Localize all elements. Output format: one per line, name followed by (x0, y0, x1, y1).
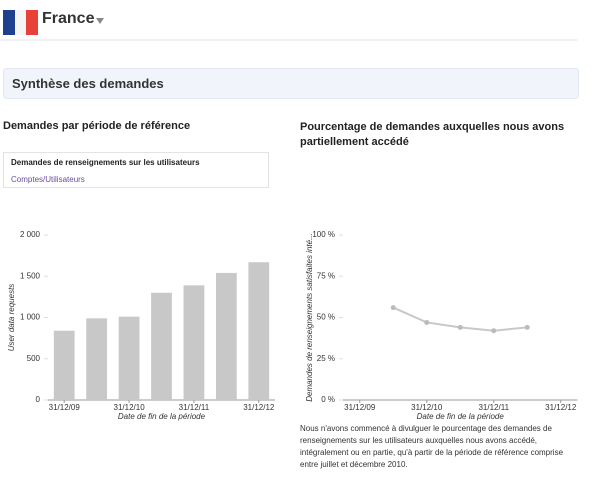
y-tick-label: 1 500 (20, 271, 41, 280)
panel-title: Pourcentage de demandes auxquelles nous … (300, 121, 565, 148)
panel-title: Demandes par période de référence (3, 120, 191, 132)
section-title: Synthèse des demandes (12, 76, 164, 91)
bar (86, 318, 108, 400)
flag-red (26, 10, 38, 35)
y-tick-label: 0 % (321, 395, 335, 404)
bar (248, 262, 270, 400)
x-axis-label: Date de fin de la période (417, 412, 505, 421)
x-tick-label: 31/12/09 (344, 403, 376, 412)
x-axis-label: Date de fin de la période (118, 412, 206, 421)
point (424, 319, 430, 325)
y-tick-label: 100 % (312, 230, 335, 239)
bar (118, 316, 140, 400)
y-axis-label: User data requests (7, 284, 16, 352)
point (491, 328, 497, 334)
point (390, 305, 396, 311)
x-tick-label: 31/12/12 (243, 403, 275, 412)
chart-note: Nous n'avons commencé à divulguer le pou… (300, 424, 564, 469)
section-bar (3, 68, 579, 99)
x-tick-label: 31/12/10 (114, 403, 146, 412)
selector-link[interactable]: Comptes/Utilisateurs (11, 175, 85, 184)
x-tick-label: 31/12/12 (545, 403, 577, 412)
y-tick-label: 25 % (317, 354, 335, 363)
flag-white (15, 10, 26, 35)
dropdown-arrow[interactable] (96, 18, 104, 24)
point (524, 324, 530, 330)
x-tick-label: 31/12/09 (49, 403, 81, 412)
x-tick-label: 31/12/10 (411, 403, 443, 412)
selector-title: Demandes de renseignements sur les utili… (11, 158, 200, 167)
selector-box (3, 152, 269, 188)
point (457, 324, 463, 330)
y-tick-label: 2 000 (20, 230, 41, 239)
x-tick-label: 31/12/11 (179, 403, 210, 412)
y-tick-label: 500 (27, 354, 41, 363)
y-tick-label: 1 000 (20, 313, 41, 322)
bar (151, 292, 172, 400)
y-tick-label: 50 % (317, 313, 335, 322)
y-tick-label: 75 % (317, 271, 335, 280)
y-axis-label: Demandes de renseignements satisfaites i… (305, 233, 314, 402)
y-tick-label: 0 (36, 395, 41, 404)
x-tick-label: 31/12/11 (478, 403, 509, 412)
bar (215, 272, 237, 400)
flag-blue (3, 10, 15, 35)
country-name[interactable]: France (42, 10, 95, 27)
bar (183, 285, 205, 400)
bar (53, 330, 75, 400)
